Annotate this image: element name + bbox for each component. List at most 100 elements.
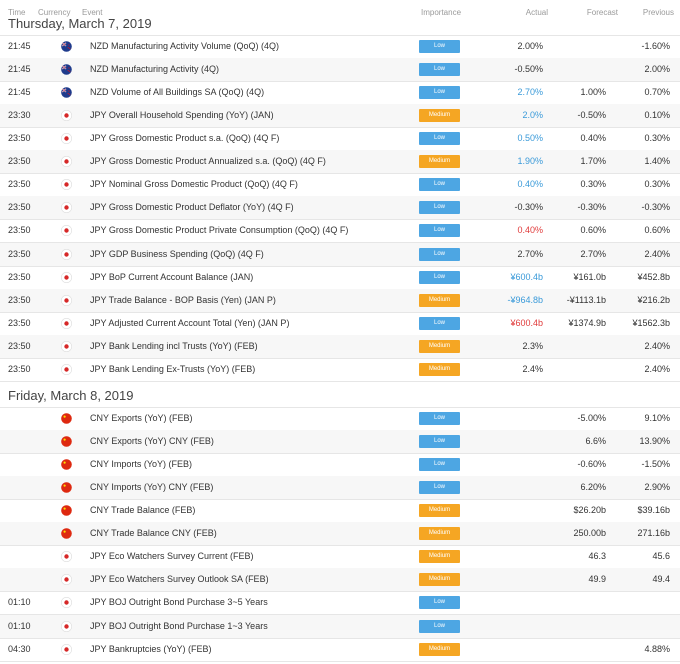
forecast-value: $26.20b [573,505,606,516]
table-row[interactable]: 23:50 JPY Trade Balance - BOP Basis (Yen)… [0,288,680,313]
table-row[interactable]: 01:10 JPY BOJ Outright Bond Purchase 3~5 … [0,591,680,616]
table-row[interactable]: 23:50 JPY Gross Domestic Product s.a. (Qo… [0,127,680,152]
jp-flag-icon [61,248,72,260]
header-previous[interactable]: Previous [642,8,674,17]
table-row[interactable]: JPY Eco Watchers Survey Outlook SA (FEB)… [0,568,680,593]
table-row[interactable]: 23:50 JPY Adjusted Current Account Total … [0,312,680,336]
previous-value: 45.6 [652,551,670,562]
forecast-value: 1.00% [580,87,606,98]
event-time: 23:50 [8,340,31,351]
event-name[interactable]: JPY Eco Watchers Survey Outlook SA (FEB) [90,574,269,585]
table-row[interactable]: 23:50 JPY Nominal Gross Domestic Product … [0,173,680,198]
table-row[interactable]: 21:45 NZD Manufacturing Activity Volume (… [0,35,680,59]
header-time[interactable]: Time [8,8,26,17]
event-name[interactable]: NZD Manufacturing Activity (4Q) [90,64,220,74]
previous-value: 13.90% [639,436,670,447]
importance-badge: Medium [419,362,460,376]
table-row[interactable]: 23:50 JPY Gross Domestic Product Annualiz… [0,150,680,175]
event-name[interactable]: CNY Imports (YoY) (FEB) [90,459,193,470]
header-event[interactable]: Event [82,8,103,17]
table-row[interactable]: CNY Imports (YoY) CNY (FEB) Low 6.20% 2.90% [0,476,680,501]
event-name[interactable]: NZD Manufacturing Activity Volume (QoQ) … [90,41,280,51]
event-time: 23:50 [8,294,31,305]
event-name[interactable]: CNY Imports (YoY) CNY (FEB) [90,482,214,493]
cn-flag-icon [61,413,72,424]
event-name[interactable]: CNY Exports (YoY) CNY (FEB) [90,436,214,447]
importance-badge: Low [419,316,460,330]
table-row[interactable]: 23:30 JPY Overall Household Spending (YoY… [0,104,680,129]
jp-flag-icon [61,643,72,655]
actual-value: ¥600.4b [510,317,543,328]
previous-value: 2.40% [644,340,670,351]
header-forecast[interactable]: Forecast [586,8,618,17]
event-name[interactable]: JPY Gross Domestic Product s.a. (QoQ) (4… [90,133,280,144]
previous-value: 0.30% [644,179,670,190]
forecast-value: 1.70% [580,156,606,167]
table-row[interactable]: CNY Imports (YoY) (FEB) Low -0.60% -1.50% [0,453,680,478]
importance-badge: Medium [419,527,460,541]
header-actual[interactable]: Actual [525,8,548,17]
event-time: 01:10 [8,620,31,631]
jp-flag-icon [61,225,72,237]
table-row[interactable]: 23:50 JPY BoP Current Account Balance (JA… [0,266,680,290]
event-name[interactable]: JPY BoP Current Account Balance (JAN) [90,271,254,282]
event-name[interactable]: JPY GDP Business Spending (QoQ) (4Q F) [90,248,264,259]
importance-badge: Low [419,40,460,53]
event-name[interactable]: JPY Eco Watchers Survey Current (FEB) [90,551,254,562]
event-name[interactable]: CNY Trade Balance (FEB) [90,505,196,516]
event-name[interactable]: JPY Nominal Gross Domestic Product (QoQ)… [90,179,298,190]
event-time: 23:30 [8,110,31,121]
previous-value: 4.88% [644,643,670,654]
importance-badge: Low [419,596,460,610]
table-row[interactable]: 23:50 JPY Bank Lending incl Trusts (YoY) … [0,334,680,359]
event-time: 23:50 [8,317,31,328]
table-row[interactable]: 23:50 JPY Bank Lending Ex-Trusts (YoY) (F… [0,358,680,382]
event-name[interactable]: NZD Volume of All Buildings SA (QoQ) (4Q… [90,87,265,98]
event-name[interactable]: JPY Bank Lending Ex-Trusts (YoY) (FEB) [90,363,256,374]
jp-flag-icon [61,597,72,609]
actual-value: 0.40% [517,225,543,236]
table-row[interactable]: 23:50 JPY Gross Domestic Product Deflator… [0,196,680,221]
header-importance[interactable]: Importance [421,8,462,17]
jp-flag-icon [61,551,72,563]
table-row[interactable]: 21:45 NZD Manufacturing Activity (4Q) Low -… [0,58,680,82]
event-time: 23:50 [8,363,31,374]
event-name[interactable]: JPY Gross Domestic Product Annualized s.… [90,156,326,167]
event-name[interactable]: CNY Trade Balance CNY (FEB) [90,528,217,539]
previous-value: ¥216.2b [637,294,670,305]
event-name[interactable]: JPY Overall Household Spending (YoY) (JA… [90,110,274,121]
actual-value: 0.40% [517,179,543,190]
table-row[interactable]: 23:50 JPY GDP Business Spending (QoQ) (4Q… [0,242,680,267]
table-row[interactable]: CNY Trade Balance (FEB) Medium $26.20b $39.… [0,499,680,524]
event-name[interactable]: JPY Gross Domestic Product Deflator (YoY… [90,202,294,213]
event-name[interactable]: JPY Bankruptcies (YoY) (FEB) [90,643,212,654]
table-row[interactable]: 23:50 JPY Gross Domestic Product Private … [0,219,680,244]
event-name[interactable]: JPY Gross Domestic Product Private Consu… [90,225,349,236]
event-name[interactable]: JPY BOJ Outright Bond Purchase 3~5 Years [90,597,268,608]
importance-badge: Low [419,86,460,100]
event-name[interactable]: JPY Trade Balance - BOP Basis (Yen) (JAN… [90,294,276,305]
event-name[interactable]: JPY BOJ Outright Bond Purchase 1~3 Years [90,620,268,631]
previous-value: 2.40% [644,248,670,259]
table-row[interactable]: CNY Exports (YoY) CNY (FEB) Low 6.6% 13.90% [0,430,680,455]
importance-badge: Low [419,247,460,261]
previous-value: 0.60% [644,225,670,236]
header-currency[interactable]: Currency [38,8,71,17]
event-name[interactable]: JPY Bank Lending incl Trusts (YoY) (FEB) [90,340,258,351]
actual-value: 2.0% [522,110,543,121]
importance-badge: Low [419,224,460,238]
actual-value: 2.70% [517,87,543,98]
forecast-value: 46.3 [588,551,606,562]
event-name[interactable]: CNY Exports (YoY) (FEB) [90,413,193,423]
table-row[interactable]: CNY Trade Balance CNY (FEB) Medium 250.00b… [0,522,680,547]
table-row[interactable]: 01:10 JPY BOJ Outright Bond Purchase 1~3 … [0,614,680,639]
forecast-value: 250.00b [573,528,606,539]
table-row[interactable]: JPY Eco Watchers Survey Current (FEB) Med… [0,545,680,570]
importance-badge: Low [419,178,460,192]
nz-flag-icon [61,87,72,98]
table-row[interactable]: 21:45 NZD Volume of All Buildings SA (QoQ… [0,81,680,106]
event-name[interactable]: JPY Adjusted Current Account Total (Yen)… [90,317,290,328]
table-row[interactable]: 04:30 JPY Bankruptcies (YoY) (FEB) Medium 4… [0,638,680,662]
table-row[interactable]: CNY Exports (YoY) (FEB) Low -5.00% 9.10% [0,407,680,431]
previous-value: 9.10% [644,413,670,423]
